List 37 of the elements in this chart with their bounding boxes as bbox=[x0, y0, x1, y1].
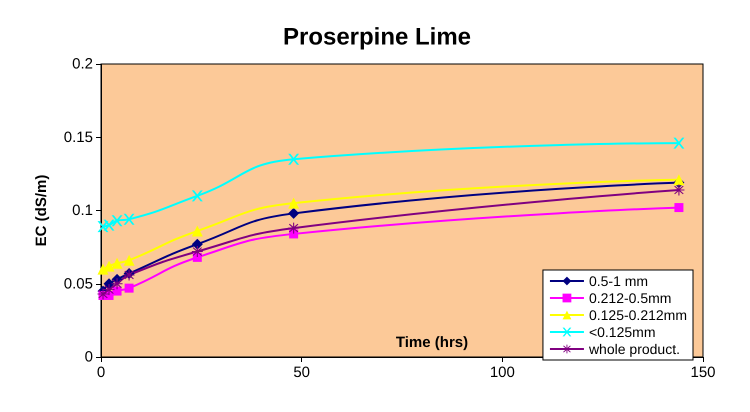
point bbox=[288, 198, 300, 209]
legend-label: 0.125-0.212mm bbox=[588, 307, 688, 323]
point bbox=[674, 203, 684, 212]
point bbox=[192, 190, 203, 202]
legend-label: 0.212-0.5mm bbox=[588, 290, 672, 306]
x-tick-label: 150 bbox=[690, 364, 716, 381]
point bbox=[104, 220, 115, 231]
point bbox=[673, 138, 684, 149]
point bbox=[112, 258, 123, 269]
y-tick-label: 0.05 bbox=[64, 275, 93, 292]
point bbox=[288, 154, 300, 165]
y-axis-title: EC (dS/m) bbox=[33, 174, 50, 246]
point bbox=[112, 215, 123, 226]
point bbox=[192, 226, 203, 237]
chart-title: Proserpine Lime bbox=[282, 24, 472, 50]
y-tick-label: 0.1 bbox=[72, 202, 93, 219]
point bbox=[104, 284, 115, 296]
legend-label: whole product. bbox=[588, 341, 680, 357]
y-tick-label: 0.2 bbox=[72, 56, 93, 72]
y-tick-label: 0 bbox=[84, 348, 93, 366]
point bbox=[673, 184, 684, 196]
legend-label: 0.5-1 mm bbox=[588, 273, 648, 289]
point bbox=[288, 222, 300, 234]
point bbox=[124, 254, 135, 266]
y-tick-label: 0.15 bbox=[64, 128, 93, 146]
x-axis-title: Time (hrs) bbox=[396, 334, 468, 351]
x-tick-label: 100 bbox=[490, 364, 515, 381]
legend-label: <0.125mm bbox=[588, 324, 656, 340]
point bbox=[673, 174, 684, 186]
point bbox=[288, 208, 300, 219]
point bbox=[112, 278, 123, 290]
point bbox=[192, 246, 203, 258]
x-tick-label: 0 bbox=[96, 364, 106, 381]
point bbox=[124, 284, 134, 293]
x-tick-label: 50 bbox=[293, 364, 310, 381]
point bbox=[192, 238, 203, 250]
point bbox=[124, 214, 135, 225]
